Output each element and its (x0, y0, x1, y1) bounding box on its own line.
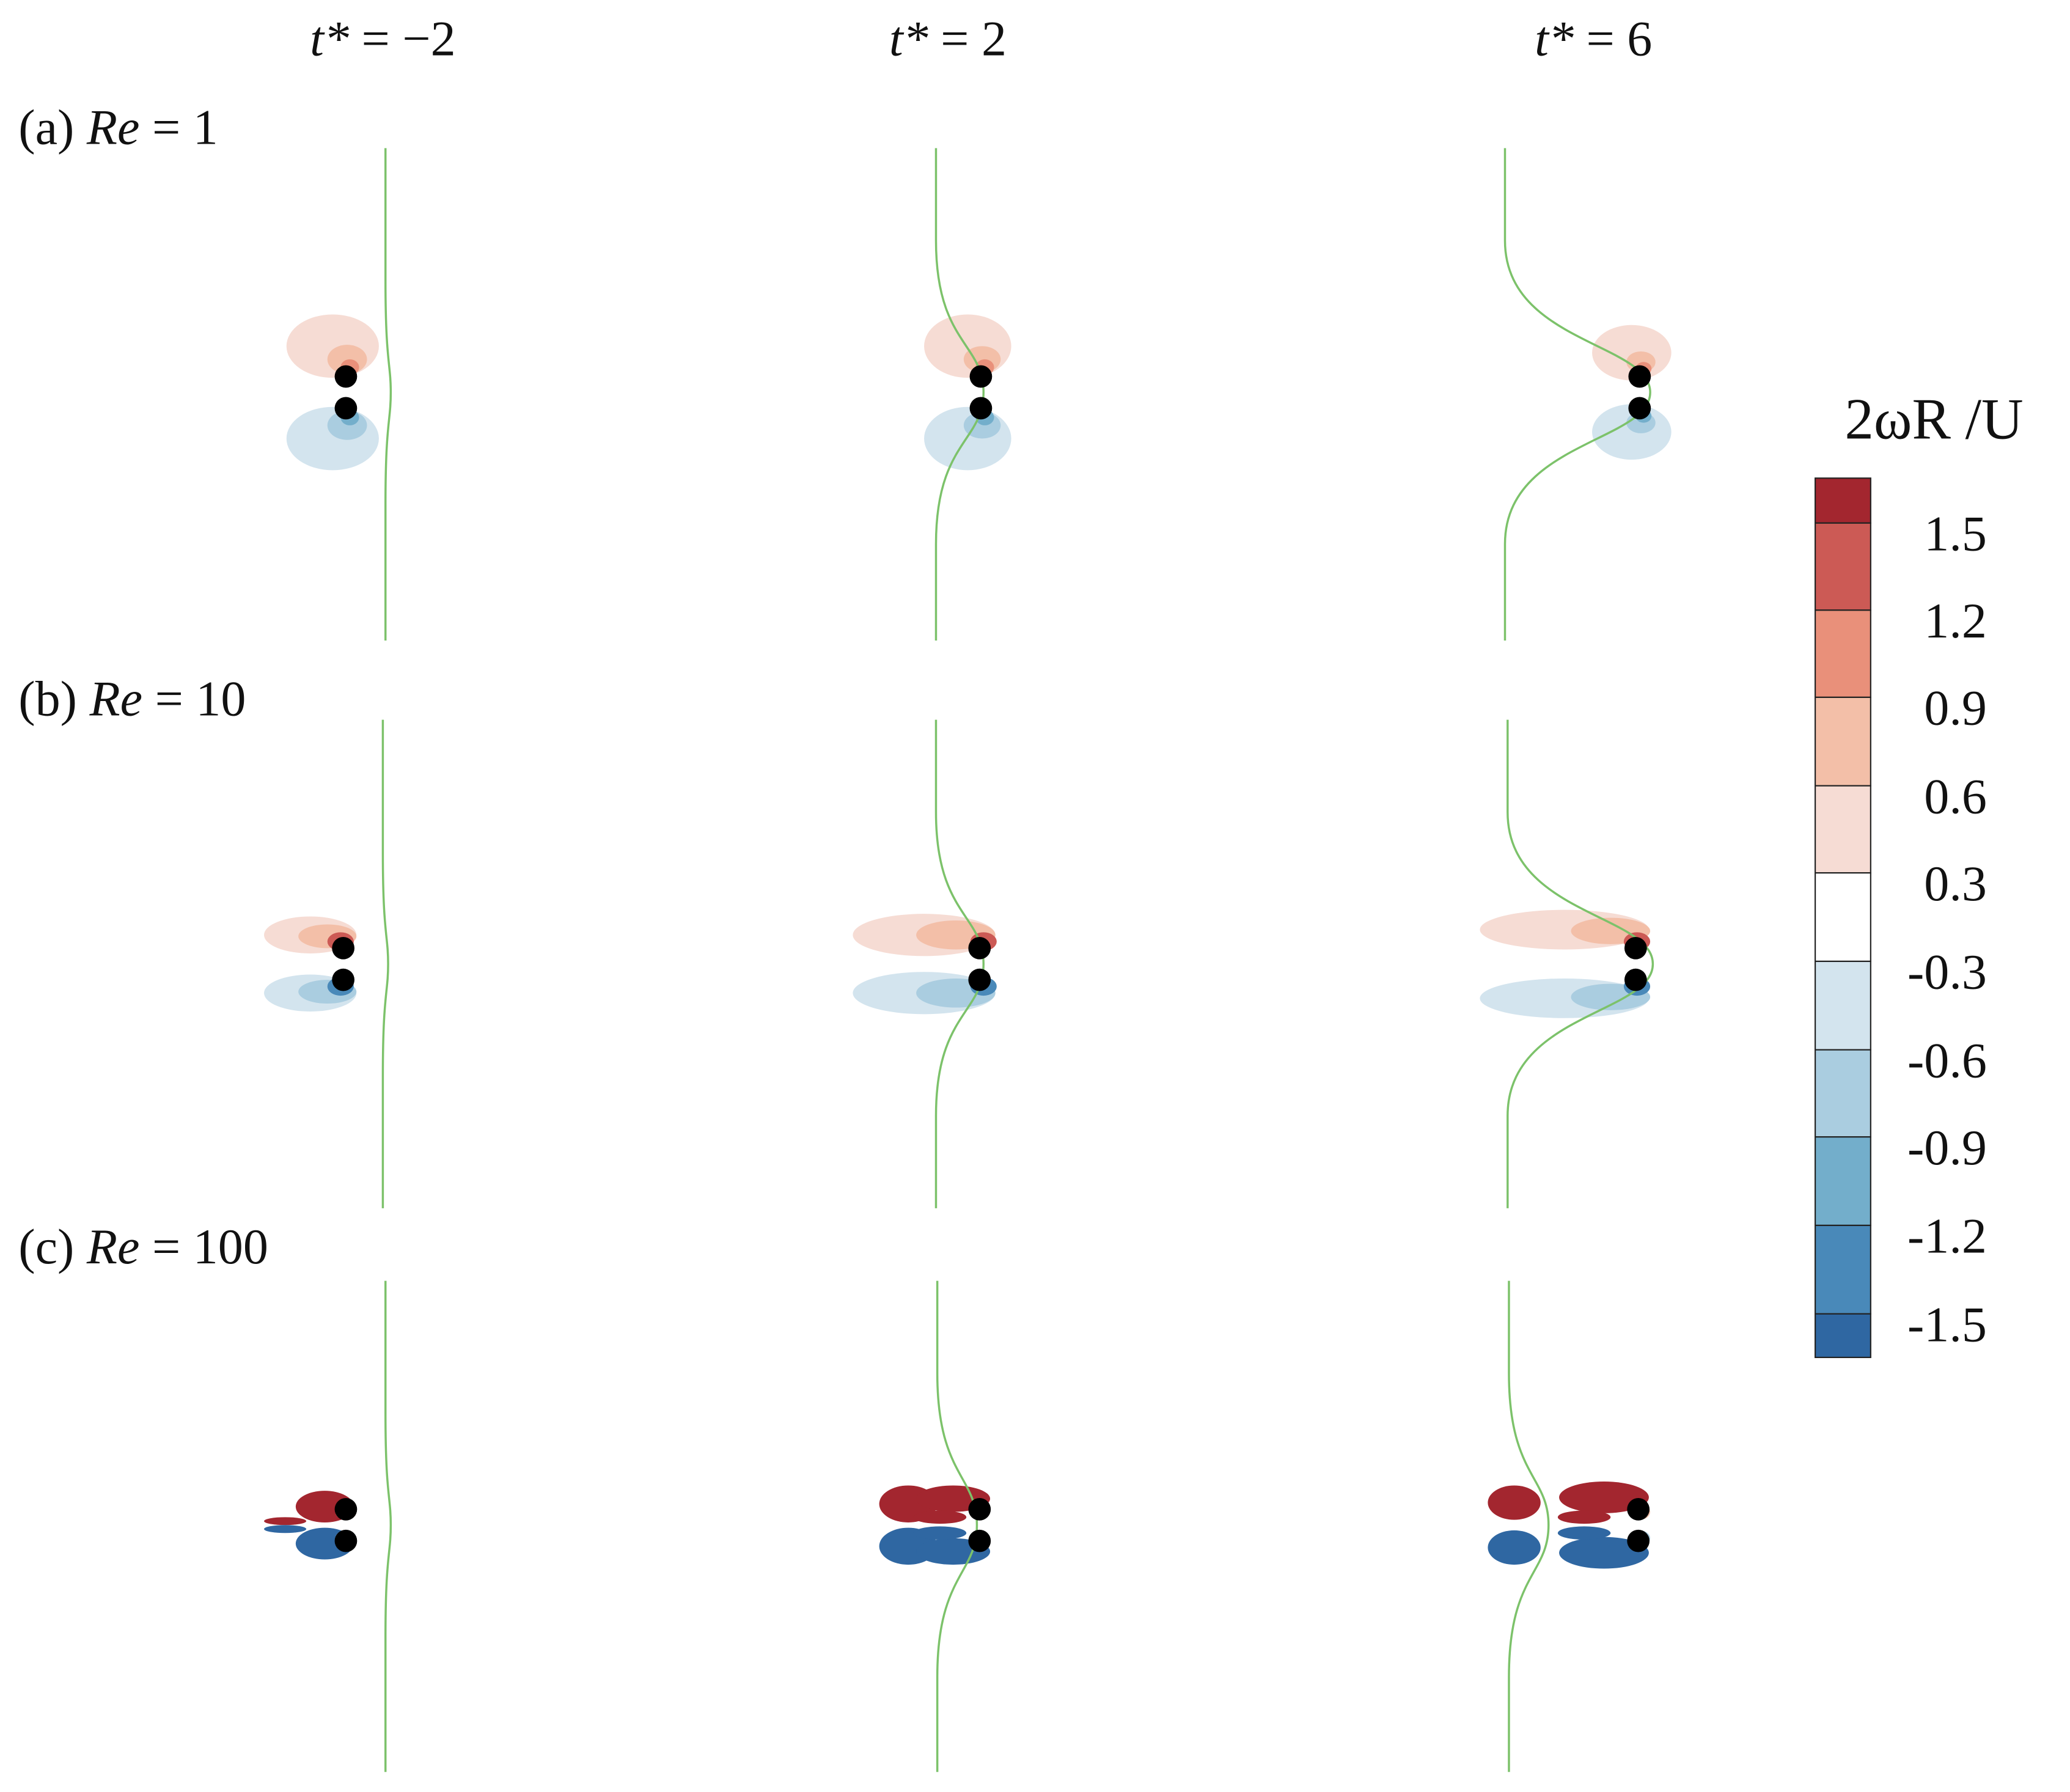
colorbar-label: -1.5 (1907, 1296, 1987, 1352)
colorbar-band (1815, 609, 1871, 698)
row-label: (b) Re = 10 (18, 671, 246, 727)
panel-letter: (c) (18, 1219, 87, 1274)
colorbar-band (1815, 872, 1871, 963)
particle (969, 365, 993, 388)
particle (332, 968, 354, 991)
colorbar-label: -0.3 (1907, 944, 1987, 1000)
vorticity-negative (924, 406, 1011, 471)
vorticity-negative (913, 1526, 967, 1540)
particle (1624, 936, 1647, 960)
symbol: t* (889, 11, 928, 67)
value: = −2 (349, 11, 456, 67)
colorbar-label: 1.5 (1924, 506, 1987, 562)
row-label: (c) Re = 100 (18, 1219, 268, 1274)
vorticity-negative (264, 1525, 307, 1533)
particle (334, 365, 358, 388)
vorticity-positive (924, 314, 1011, 378)
colorbar-label: -1.2 (1907, 1208, 1987, 1264)
interface-line (381, 719, 389, 1208)
particle (332, 936, 354, 960)
particle (969, 397, 993, 420)
vorticity-positive (913, 1510, 967, 1524)
particle (968, 936, 991, 960)
symbol: t* (310, 11, 349, 67)
value: = 10 (142, 671, 246, 727)
panel-letter: (a) (18, 99, 87, 155)
column-header: t* = −2 (310, 11, 456, 67)
interface-line (934, 719, 985, 1208)
column-header: t* = 6 (1535, 11, 1652, 67)
colorbar-band (1815, 1313, 1871, 1359)
particle (968, 1497, 991, 1521)
symbol: Re (86, 1219, 140, 1274)
colorbar-label: 1.2 (1924, 593, 1987, 648)
particle (968, 968, 991, 991)
interface-line (384, 1280, 392, 1772)
colorbar-band (1815, 1049, 1871, 1138)
particle (334, 397, 358, 420)
colorbar-label: -0.6 (1907, 1032, 1987, 1088)
colorbar-band (1815, 477, 1871, 524)
colorbar-band (1815, 960, 1871, 1051)
particle (334, 1529, 358, 1552)
vorticity-positive (1488, 1485, 1541, 1520)
colorbar-label: 0.6 (1924, 768, 1987, 824)
colorbar-band (1815, 1136, 1871, 1227)
interface-line (384, 148, 392, 641)
value: = 100 (139, 1219, 268, 1274)
vorticity-negative (1559, 1537, 1649, 1569)
symbol: Re (86, 99, 140, 155)
particle (1628, 397, 1651, 420)
vorticity-positive (264, 1517, 307, 1526)
interface-line (1503, 148, 1651, 641)
colorbar-band (1815, 522, 1871, 611)
vorticity-positive (1559, 1481, 1649, 1513)
value: = 6 (1574, 11, 1652, 67)
symbol: Re (89, 671, 142, 727)
interface-line (1507, 719, 1654, 1208)
colorbar-band (1815, 1224, 1871, 1315)
particle (1627, 1529, 1650, 1552)
colorbar-label: -0.9 (1907, 1120, 1987, 1175)
particle (1624, 968, 1647, 991)
particle (334, 1497, 358, 1521)
value: = 1 (139, 99, 218, 155)
interface-line (934, 148, 985, 641)
particle (1627, 1497, 1650, 1521)
colorbar-label: 0.9 (1924, 680, 1987, 736)
value: = 2 (928, 11, 1007, 67)
vorticity-negative (1488, 1530, 1541, 1565)
vorticity-negative (1557, 1526, 1611, 1540)
colorbar-title: 2ωR /U (1844, 387, 2023, 452)
row-label: (a) Re = 1 (18, 99, 218, 155)
interface-line (936, 1280, 978, 1772)
particle (1628, 365, 1651, 388)
column-header: t* = 2 (889, 11, 1007, 67)
panel-letter: (b) (18, 671, 89, 727)
symbol: t* (1535, 11, 1574, 67)
colorbar-label: 0.3 (1924, 856, 1987, 911)
vorticity-positive (1557, 1510, 1611, 1524)
particle (968, 1529, 991, 1552)
colorbar-band (1815, 785, 1871, 874)
colorbar-band (1815, 696, 1871, 787)
interface-line (1508, 1280, 1550, 1772)
